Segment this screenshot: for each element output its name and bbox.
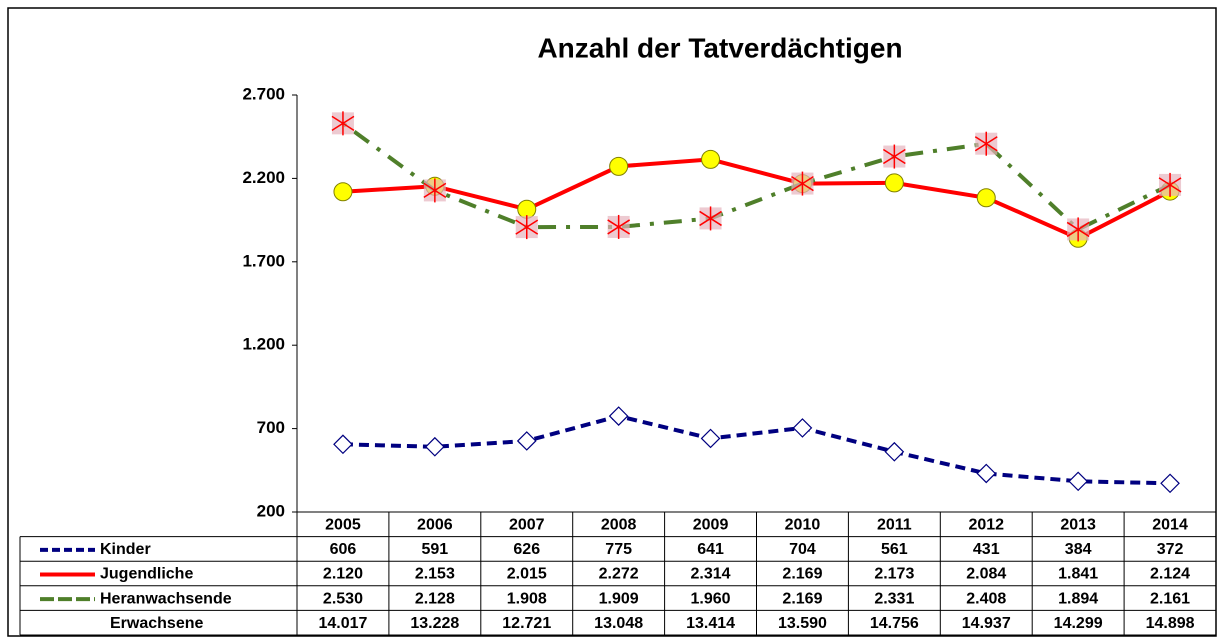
marker — [1160, 473, 1180, 494]
table-cell: 704 — [789, 541, 816, 558]
table-cell: 2.530 — [323, 590, 363, 607]
marker — [1158, 172, 1182, 197]
table-cell: 2.169 — [782, 590, 822, 607]
marker — [700, 428, 721, 449]
table-cell: 1.841 — [1058, 566, 1098, 583]
marker — [882, 144, 906, 169]
table-cell: 2.314 — [691, 566, 731, 583]
marker — [423, 178, 447, 203]
table-cell: 1.909 — [599, 590, 639, 607]
table-cell: 1.894 — [1058, 590, 1098, 607]
marker — [884, 173, 904, 193]
x-tick-label: 2014 — [1152, 517, 1188, 534]
table-cell: 591 — [421, 541, 448, 558]
table-cell: 2.408 — [966, 590, 1006, 607]
x-tick-label: 2007 — [509, 517, 545, 534]
table-cell: 2.124 — [1150, 566, 1190, 583]
table-cell: 2.272 — [599, 566, 639, 583]
marker — [974, 131, 998, 156]
table-cell: 14.937 — [962, 615, 1011, 632]
marker — [333, 434, 353, 455]
marker — [333, 182, 353, 202]
table-cell: 1.908 — [507, 590, 547, 607]
y-tick-label: 700 — [257, 418, 285, 437]
table-cell: 13.590 — [778, 615, 827, 632]
legend-label: Erwachsene — [110, 615, 203, 632]
x-tick-label: 2012 — [968, 517, 1004, 534]
table-cell: 372 — [1157, 541, 1184, 558]
marker — [884, 441, 905, 462]
series-line — [341, 121, 1171, 232]
marker — [1066, 217, 1090, 242]
table-cell: 14.756 — [870, 615, 919, 632]
marker — [976, 188, 996, 208]
table-cell: 2.169 — [782, 566, 822, 583]
y-tick-label: 2.200 — [242, 168, 285, 187]
x-tick-label: 2013 — [1060, 517, 1096, 534]
x-tick-label: 2005 — [325, 517, 361, 534]
table-cell: 775 — [605, 541, 632, 558]
table-cell: 14.017 — [318, 615, 367, 632]
table-cell: 2.120 — [323, 566, 363, 583]
table-cell: 2.173 — [874, 566, 914, 583]
series-line — [342, 157, 1171, 241]
marker — [516, 431, 537, 451]
marker — [331, 111, 355, 136]
marker — [515, 215, 539, 240]
table-cell: 13.048 — [594, 615, 643, 632]
table-cell: 2.161 — [1150, 590, 1190, 607]
marker — [425, 436, 445, 457]
table-cell: 1.960 — [691, 590, 731, 607]
x-tick-label: 2009 — [693, 517, 729, 534]
table-cell: 384 — [1065, 541, 1092, 558]
y-tick-label: 2.700 — [242, 84, 285, 103]
table-cell: 2.153 — [415, 566, 455, 583]
frame — [7, 7, 1217, 637]
table-cell: 13.414 — [686, 615, 735, 632]
y-tick-label: 1.700 — [242, 251, 285, 270]
marker — [609, 156, 629, 176]
marker — [701, 149, 721, 169]
table-cell: 641 — [697, 541, 724, 558]
marker — [1068, 471, 1088, 492]
x-tick-label: 2008 — [601, 517, 637, 534]
legend-label: Jugendliche — [100, 566, 193, 583]
marker — [792, 418, 813, 438]
table-cell: 14.898 — [1146, 615, 1195, 632]
x-tick-label: 2006 — [417, 517, 453, 534]
table-cell: 626 — [513, 541, 540, 558]
table-cell: 2.128 — [415, 590, 455, 607]
table-cell: 606 — [330, 541, 357, 558]
marker — [607, 214, 631, 239]
table-cell: 2.015 — [507, 566, 547, 583]
table-cell: 14.299 — [1054, 615, 1103, 632]
marker — [791, 171, 814, 196]
legend-label: Kinder — [100, 541, 151, 558]
marker — [699, 206, 722, 231]
table-cell: 2.331 — [874, 590, 914, 607]
table-cell: 561 — [881, 541, 908, 558]
series-line — [342, 414, 1171, 486]
y-tick-label: 200 — [257, 501, 285, 520]
x-tick-label: 2011 — [877, 517, 912, 534]
marker — [976, 463, 997, 484]
table-cell: 13.228 — [410, 615, 459, 632]
table-cell: 2.084 — [966, 566, 1006, 583]
legend-label: Heranwachsende — [100, 590, 232, 607]
table-cell: 431 — [973, 541, 1000, 558]
y-tick-label: 1.200 — [242, 335, 285, 354]
table-cell: 12.721 — [502, 615, 551, 632]
marker — [608, 406, 629, 426]
chart-title: Anzahl der Tatverdächtigen — [537, 32, 902, 63]
x-tick-label: 2010 — [785, 517, 821, 534]
